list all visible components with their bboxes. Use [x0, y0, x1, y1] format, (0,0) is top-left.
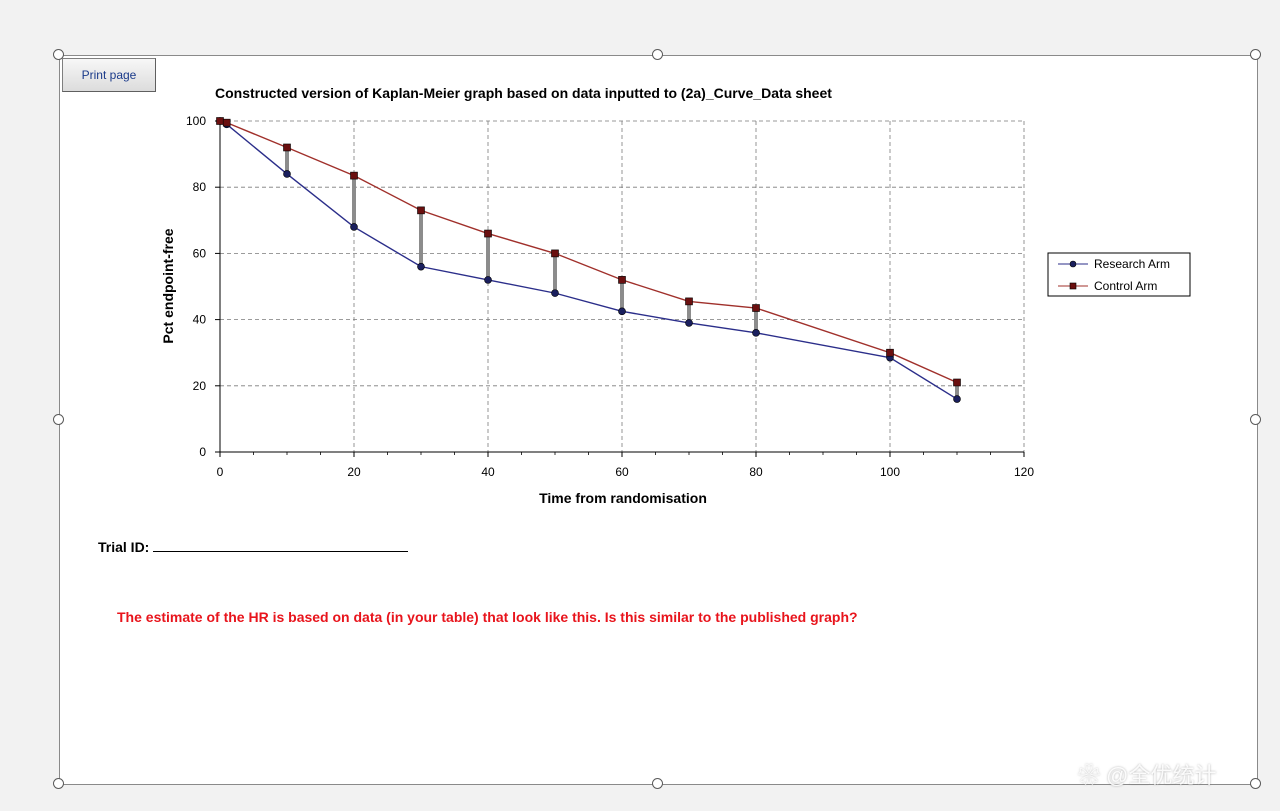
series-lines — [219, 120, 958, 400]
y-tick-label: 40 — [193, 313, 207, 327]
x-axis-title: Time from randomisation — [539, 490, 707, 506]
control-arm-point — [484, 229, 492, 238]
chart-title: Constructed version of Kaplan-Meier grap… — [215, 85, 832, 101]
trial-id-field: Trial ID: — [98, 537, 409, 555]
legend: Research Arm Control Arm — [1047, 252, 1191, 297]
x-tick-label: 100 — [880, 465, 900, 479]
control-arm-point — [350, 171, 358, 180]
resize-handle-bottom-middle[interactable] — [652, 778, 663, 789]
trial-id-blank-line — [153, 537, 409, 552]
y-tick-label: 0 — [199, 445, 206, 459]
y-tick-label: 100 — [186, 114, 206, 128]
legend-marker-research — [1069, 260, 1077, 268]
x-tick-label: 120 — [1014, 465, 1034, 479]
x-tick-label: 40 — [481, 465, 495, 479]
control-arm-line — [219, 120, 958, 384]
control-arm-point — [551, 249, 559, 258]
gap-bars — [224, 122, 959, 400]
research-arm-point — [618, 307, 626, 316]
resize-handle-bottom-right[interactable] — [1250, 778, 1261, 789]
research-arm-point — [417, 262, 425, 271]
y-tick-label: 20 — [193, 379, 207, 393]
y-tick-label: 60 — [193, 246, 207, 260]
control-arm-point — [685, 297, 693, 306]
print-page-button[interactable]: Print page — [62, 58, 156, 92]
x-tick-label: 0 — [217, 465, 224, 479]
research-arm-line — [219, 120, 958, 400]
legend-marker-control — [1069, 282, 1077, 290]
resize-handle-bottom-left[interactable] — [53, 778, 64, 789]
hr-warning-message: The estimate of the HR is based on data … — [117, 609, 858, 625]
control-arm-point — [222, 118, 231, 127]
watermark: ❀ @全优统计 — [1078, 763, 1217, 788]
research-arm-point — [484, 276, 492, 284]
research-arm-point — [283, 170, 291, 178]
resize-handle-middle-left[interactable] — [53, 414, 64, 425]
x-tick-label: 20 — [347, 465, 361, 479]
control-arm-point — [618, 276, 626, 284]
resize-handle-top-left[interactable] — [53, 49, 64, 60]
control-arm-point — [283, 143, 291, 152]
resize-handle-top-middle[interactable] — [652, 49, 663, 60]
y-axis-title: Pct endpoint-free — [160, 228, 176, 343]
x-tick-label: 60 — [615, 465, 629, 479]
resize-handle-middle-right[interactable] — [1250, 414, 1261, 425]
research-arm-point — [551, 289, 559, 297]
research-arm-point — [953, 395, 961, 403]
series-markers — [216, 117, 961, 403]
grid — [220, 120, 1025, 452]
legend-label-research: Research Arm — [1094, 257, 1170, 271]
chart-object-frame[interactable] — [59, 55, 1258, 785]
legend-label-control: Control Arm — [1094, 279, 1157, 293]
control-arm-point — [752, 304, 760, 312]
research-arm-point — [752, 329, 760, 337]
control-arm-point — [216, 117, 224, 125]
research-arm-point — [685, 319, 693, 327]
trial-id-label: Trial ID: — [98, 539, 150, 555]
control-arm-point — [953, 378, 961, 387]
x-tick-label: 80 — [749, 465, 763, 479]
resize-handle-top-right[interactable] — [1250, 49, 1261, 60]
control-arm-point — [417, 206, 425, 215]
research-arm-point — [350, 223, 358, 231]
y-tick-label: 80 — [193, 180, 207, 194]
axes: 0 20 40 60 80 100 120 0 20 40 60 80 100 — [186, 114, 1034, 479]
control-arm-point — [886, 348, 894, 357]
